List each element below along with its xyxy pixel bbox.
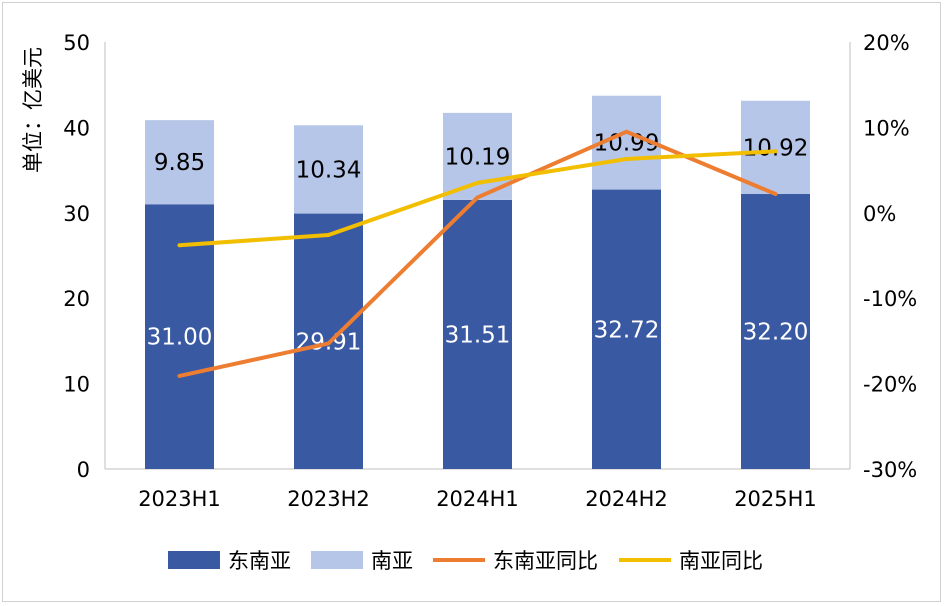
right-tick-label: 10% bbox=[863, 116, 910, 140]
legend-swatch-southeast-asia bbox=[168, 551, 220, 569]
left-tick-label: 10 bbox=[63, 373, 90, 397]
left-tick-label: 0 bbox=[77, 458, 90, 482]
line-southeast-asia-yoy bbox=[177, 129, 778, 378]
southeast-asia-data-labels: 31.00 29.91 31.51 32.72 32.20 bbox=[147, 317, 809, 355]
data-label-southeast-asia-2024h1: 31.51 bbox=[445, 322, 511, 348]
category-label: 2023H1 bbox=[138, 487, 221, 511]
right-tick-label: 20% bbox=[863, 31, 910, 55]
data-label-south-asia-2023h2: 10.34 bbox=[296, 157, 362, 183]
right-tick-label: 0% bbox=[863, 202, 896, 226]
bar-southeast-asia-2025h1 bbox=[741, 194, 810, 469]
data-label-southeast-asia-2025h1: 32.20 bbox=[743, 320, 809, 346]
south-asia-data-labels: 9.85 10.34 10.19 10.99 10.92 bbox=[154, 131, 809, 184]
data-label-south-asia-2025h1: 10.92 bbox=[743, 135, 809, 161]
left-tick-label: 30 bbox=[63, 202, 90, 226]
data-label-south-asia-2023h1: 9.85 bbox=[154, 150, 205, 176]
right-tick-label: -20% bbox=[863, 373, 917, 397]
series-south-asia-bars bbox=[145, 95, 810, 214]
data-label-south-asia-2024h1: 10.19 bbox=[445, 144, 511, 170]
left-axis-ticks: 0 10 20 30 40 50 bbox=[63, 31, 90, 482]
series-southeast-asia-bars bbox=[145, 189, 810, 469]
legend-label-southeast-asia-yoy: 东南亚同比 bbox=[493, 549, 598, 573]
bar-southeast-asia-2024h1 bbox=[443, 199, 512, 469]
right-axis-ticks: -30% -20% -10% 0% 10% 20% bbox=[863, 31, 917, 482]
left-tick-label: 50 bbox=[63, 31, 90, 55]
data-label-south-asia-2024h2: 10.99 bbox=[594, 131, 660, 157]
data-label-southeast-asia-2023h1: 31.00 bbox=[147, 325, 213, 351]
category-label: 2023H2 bbox=[287, 487, 370, 511]
legend-label-southeast-asia: 东南亚 bbox=[228, 549, 291, 573]
x-axis-categories: 2023H1 2023H2 2024H1 2024H2 2025H1 bbox=[138, 487, 817, 511]
bar-south-asia-2025h1 bbox=[741, 100, 810, 195]
data-label-southeast-asia-2024h2: 32.72 bbox=[594, 317, 660, 343]
legend-label-south-asia-yoy: 南亚同比 bbox=[679, 549, 763, 573]
line-south-asia-yoy bbox=[177, 149, 778, 248]
left-tick-label: 40 bbox=[63, 116, 90, 140]
legend-swatch-south-asia bbox=[311, 551, 363, 569]
category-label: 2024H1 bbox=[436, 487, 519, 511]
right-tick-label: -10% bbox=[863, 287, 917, 311]
bar-south-asia-2023h1 bbox=[145, 120, 214, 205]
left-tick-label: 20 bbox=[63, 287, 90, 311]
y-axis-title: 单位：亿美元 bbox=[21, 47, 45, 173]
category-label: 2024H2 bbox=[585, 487, 668, 511]
bar-southeast-asia-2024h2 bbox=[592, 189, 661, 469]
right-tick-label: -30% bbox=[863, 458, 917, 482]
bar-southeast-asia-2023h1 bbox=[145, 204, 214, 469]
bar-south-asia-2023h2 bbox=[294, 125, 363, 214]
legend: 东南亚 南亚 东南亚同比 南亚同比 bbox=[168, 549, 763, 573]
legend-label-south-asia: 南亚 bbox=[371, 549, 413, 573]
category-label: 2025H1 bbox=[734, 487, 817, 511]
